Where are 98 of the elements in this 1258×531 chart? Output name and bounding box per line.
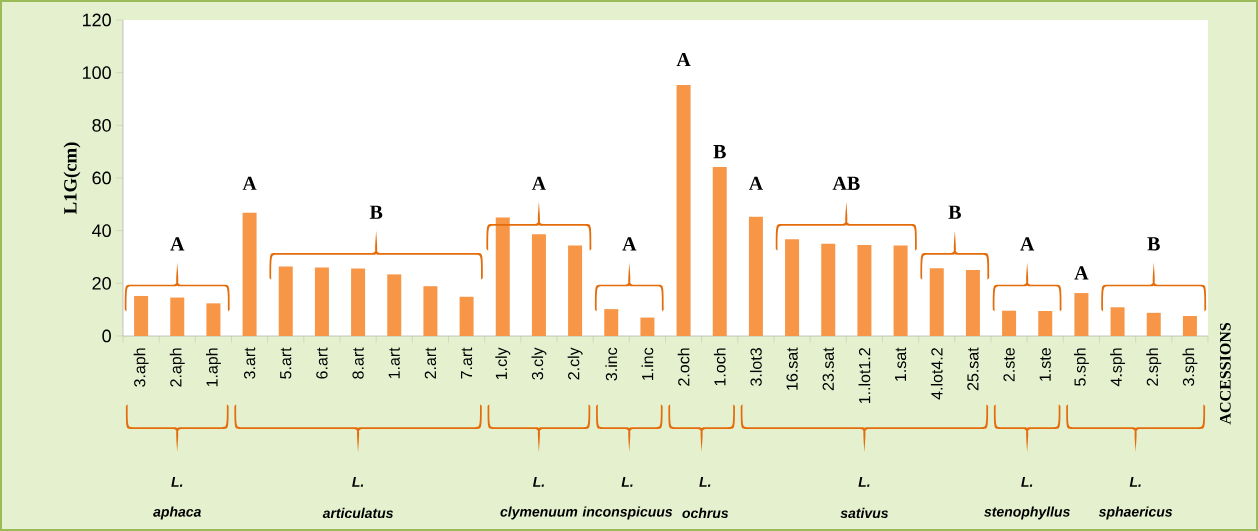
y-axis-title: L1G(cm) [63, 142, 81, 214]
bar [423, 286, 438, 336]
annotation: A [1020, 237, 1035, 251]
bar [640, 317, 655, 336]
annotation: AB [832, 176, 860, 190]
x-tick-label: 1.aph [205, 348, 221, 387]
bar [929, 268, 944, 336]
x-tick-label: 1.och [713, 348, 726, 386]
x-tick-label: 1..lot1.2 [858, 348, 871, 404]
x-tick-label: 3.inc [605, 347, 618, 381]
bar [459, 296, 474, 336]
annotation: A [748, 176, 763, 190]
annotation: A [622, 237, 637, 251]
x-tick-label: 3.cly [531, 347, 547, 380]
x-tick-label: 2.sph [1146, 348, 1162, 386]
x-tick-label: 1.art [388, 347, 400, 379]
y-tick-label: 100 [82, 66, 111, 80]
y-tick-label: 120 [82, 13, 111, 27]
x-tick-label: 4.lot4.2 [930, 348, 943, 400]
x-tick-label: 4.sph [1110, 348, 1126, 387]
bar [351, 268, 366, 336]
annotation: A [170, 237, 185, 251]
annotation: A [531, 176, 546, 190]
bar [748, 216, 763, 336]
bar [1038, 310, 1053, 336]
annotation: A [676, 52, 691, 67]
x-tick-label: 2.cly [567, 347, 583, 380]
x-tick-label: 1.sat [895, 347, 907, 381]
y-tick-label: 60 [92, 171, 111, 185]
x-tick-label: 8.art [352, 347, 364, 379]
bar [278, 266, 293, 336]
y-tick-label: 80 [92, 118, 111, 132]
text: articulatus [322, 507, 393, 519]
x-tick-label: 25.sat [967, 347, 979, 391]
bar [134, 295, 149, 336]
bar [495, 217, 510, 336]
x-tick-label: 7.art [461, 347, 473, 379]
bar [893, 245, 908, 336]
annotation: B [713, 145, 726, 159]
x-tick-label: 2.aph [169, 348, 185, 387]
bar [965, 269, 980, 336]
text: clymenuum [500, 506, 578, 520]
text: L. [352, 477, 364, 487]
text: L. [621, 477, 633, 487]
text: sphaericus [1098, 506, 1173, 520]
annotation: B [948, 205, 961, 219]
x-tick-label: 5.art [280, 347, 292, 379]
bar [821, 243, 836, 336]
text: sativus [840, 507, 889, 519]
bar [568, 245, 583, 336]
y-tick-label: 20 [92, 276, 111, 290]
bar [242, 212, 257, 336]
annotation: A [242, 176, 257, 190]
bar [531, 234, 546, 336]
text: inconspicuus [582, 506, 673, 520]
x-tick-label: 23.sat [822, 347, 834, 391]
annotation: A [1074, 266, 1089, 280]
x-tick-label: 1.inc [641, 347, 654, 380]
text: ACCESSIONS [1219, 322, 1231, 425]
text: L. [858, 477, 870, 487]
x-tick-label: 6.art [316, 347, 328, 379]
bar [676, 85, 691, 336]
x-tick-label: 16.sat [786, 347, 798, 390]
text: L. [532, 477, 544, 487]
bar [604, 309, 619, 336]
bar [785, 239, 800, 336]
x-tick-label: 3.aph [133, 348, 149, 387]
x-tick-label: 3.lot3 [750, 348, 762, 386]
y-tick-label: 40 [92, 224, 111, 238]
x-tick-label: 2.och [677, 348, 690, 386]
bar [1110, 307, 1125, 336]
x-tick-label: 3.art [243, 347, 256, 379]
bar [206, 303, 221, 336]
x-tick-label: 2.ste [1003, 348, 1015, 382]
text: L. [699, 477, 711, 487]
bar [1146, 312, 1161, 336]
bar [387, 274, 402, 336]
text: ochrus [682, 507, 729, 519]
bar [1002, 310, 1017, 336]
text: L. [171, 477, 183, 487]
bar [857, 244, 872, 336]
bar [1074, 293, 1089, 336]
x-tick-label: 5.sph [1073, 348, 1089, 386]
bar [314, 267, 329, 336]
x-tick-label: 3.sph [1182, 348, 1198, 386]
text: L. [1129, 477, 1141, 487]
annotation: B [1147, 237, 1160, 251]
x-tick-label: 1.ste [1039, 348, 1051, 381]
text: L. [1021, 477, 1033, 487]
bar [712, 166, 727, 336]
annotation: B [369, 205, 383, 219]
text: stenophyllus [984, 506, 1070, 520]
x-tick-label: 1.cly [495, 347, 511, 380]
bar [1182, 315, 1197, 336]
y-tick-label: 0 [102, 329, 111, 343]
bar [170, 297, 185, 336]
x-tick-label: 2.art [424, 347, 437, 379]
text: aphaca [153, 506, 201, 520]
